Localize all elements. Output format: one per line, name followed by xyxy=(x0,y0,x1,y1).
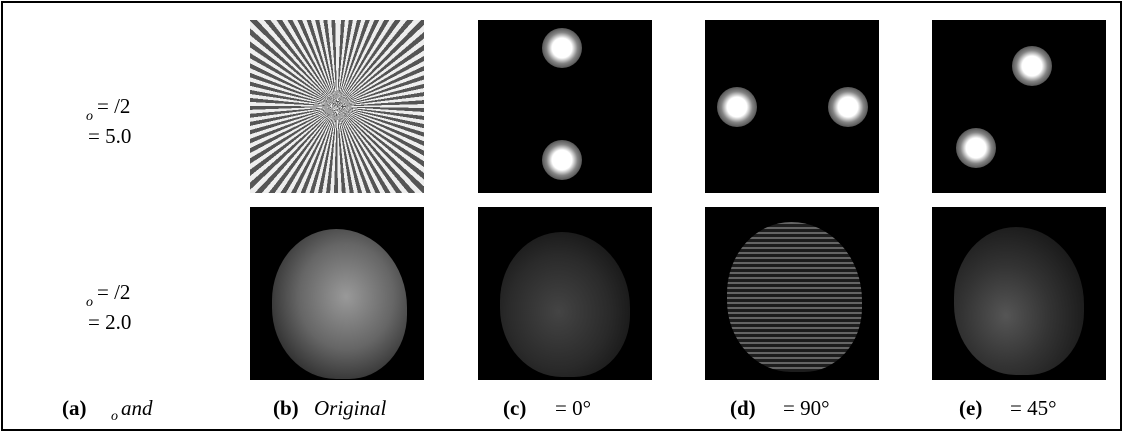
omega-sub: o xyxy=(86,110,93,124)
caption-text: = 0° xyxy=(555,398,591,419)
caption-text: = 45° xyxy=(1010,398,1057,419)
filtered-image xyxy=(932,207,1106,380)
page: o = /2 = 5.0 o = /2 = 2.0 (a) o and (b) … xyxy=(0,0,1125,428)
mri-image xyxy=(250,207,424,380)
omega-label: = /2 xyxy=(97,96,130,117)
filtered-image xyxy=(705,207,879,380)
caption-letter: (c) xyxy=(503,398,526,419)
caption-text: = 90° xyxy=(783,398,830,419)
starburst-image xyxy=(250,20,424,193)
caption-letter: (b) xyxy=(273,398,299,419)
sigma-label: = 5.0 xyxy=(88,126,131,147)
response-image xyxy=(705,20,879,193)
caption-letter: (e) xyxy=(959,398,982,419)
caption-letter: (a) xyxy=(62,398,87,419)
response-image xyxy=(478,20,652,193)
sigma-label: = 2.0 xyxy=(88,312,131,333)
caption-letter: (d) xyxy=(730,398,756,419)
caption-sub: o xyxy=(111,410,118,424)
response-image xyxy=(932,20,1106,193)
caption-text: and xyxy=(121,398,153,419)
caption-text: Original xyxy=(314,398,386,419)
omega-sub: o xyxy=(86,296,93,310)
omega-label: = /2 xyxy=(97,282,130,303)
filtered-image xyxy=(478,207,652,380)
